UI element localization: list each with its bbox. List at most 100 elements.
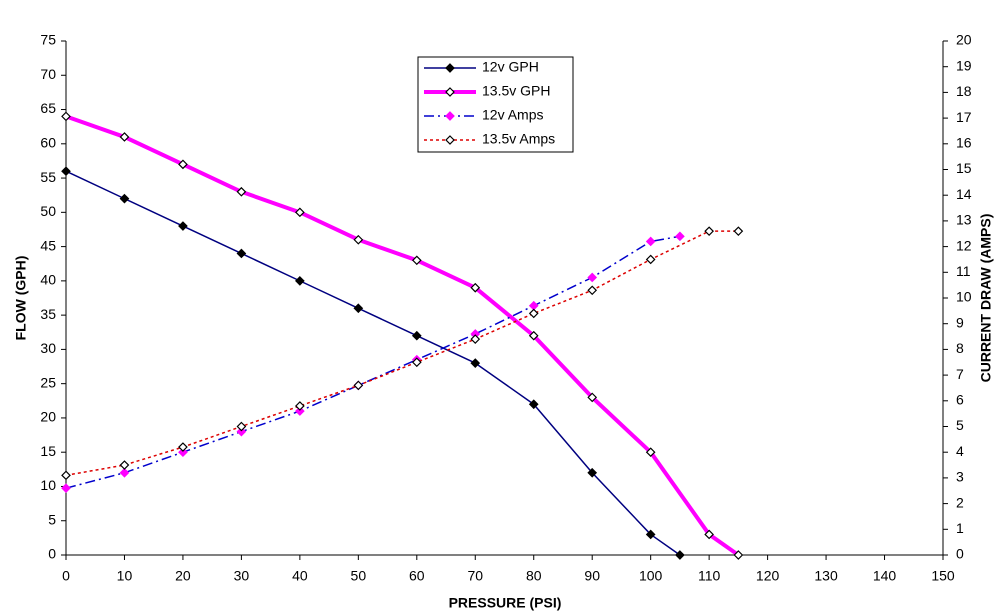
x-tick-label: 0 bbox=[62, 568, 70, 584]
x-tick-label: 40 bbox=[292, 568, 308, 584]
y2-tick-label: 5 bbox=[956, 417, 964, 433]
legend-marker bbox=[445, 135, 455, 145]
y2-tick-label: 3 bbox=[956, 469, 964, 485]
legend-marker bbox=[445, 111, 455, 121]
point bbox=[645, 529, 656, 540]
y2-tick-label: 20 bbox=[956, 32, 972, 48]
y2-tick-label: 7 bbox=[956, 366, 964, 382]
point bbox=[675, 231, 685, 242]
y-tick-label: 60 bbox=[40, 135, 56, 151]
x-tick-label: 10 bbox=[117, 568, 133, 584]
point bbox=[236, 186, 247, 197]
y-tick-label: 70 bbox=[40, 66, 56, 82]
point bbox=[675, 550, 685, 560]
series-line bbox=[65, 235, 681, 489]
legend-label: 12v GPH bbox=[482, 59, 539, 75]
point bbox=[411, 255, 422, 266]
point bbox=[704, 529, 714, 540]
series bbox=[61, 231, 685, 494]
x-tick-label: 30 bbox=[234, 568, 250, 584]
point bbox=[119, 132, 130, 142]
point bbox=[353, 303, 364, 314]
y2-tick-label: 9 bbox=[956, 314, 964, 330]
point bbox=[295, 401, 305, 411]
y-tick-label: 55 bbox=[40, 169, 56, 185]
y-tick-label: 65 bbox=[40, 100, 56, 116]
x-tick-label: 140 bbox=[873, 568, 897, 584]
y-axis-label: FLOW (GPH) bbox=[13, 256, 29, 341]
point bbox=[295, 276, 305, 286]
point bbox=[119, 460, 130, 470]
y2-tick-label: 8 bbox=[956, 340, 964, 356]
point bbox=[528, 300, 539, 311]
point bbox=[119, 193, 130, 204]
series-line bbox=[65, 114, 740, 557]
series-line bbox=[65, 170, 681, 556]
point bbox=[645, 236, 656, 247]
y-tick-label: 45 bbox=[40, 237, 56, 253]
y-tick-label: 15 bbox=[40, 443, 56, 459]
point bbox=[295, 406, 305, 416]
point bbox=[178, 221, 188, 231]
x-tick-label: 90 bbox=[584, 568, 600, 584]
point bbox=[178, 442, 188, 452]
point bbox=[236, 248, 247, 259]
point bbox=[61, 470, 71, 481]
y2-tick-label: 6 bbox=[956, 392, 964, 408]
y-tick-label: 5 bbox=[48, 511, 56, 527]
y-tick-label: 40 bbox=[40, 272, 56, 288]
legend-label: 13.5v Amps bbox=[482, 131, 555, 147]
y2-tick-label: 18 bbox=[956, 83, 972, 99]
point bbox=[528, 330, 539, 341]
x-tick-label: 60 bbox=[409, 568, 425, 584]
point bbox=[470, 358, 481, 368]
point bbox=[61, 166, 71, 177]
y-tick-label: 35 bbox=[40, 306, 56, 322]
point bbox=[587, 392, 598, 403]
x-tick-label: 50 bbox=[351, 568, 367, 584]
y2-tick-label: 0 bbox=[956, 546, 964, 562]
series bbox=[61, 166, 685, 560]
point bbox=[528, 308, 539, 319]
y2-tick-label: 2 bbox=[956, 494, 964, 510]
point bbox=[528, 399, 539, 410]
point bbox=[353, 380, 364, 391]
x-tick-label: 150 bbox=[931, 568, 955, 584]
legend-label: 12v Amps bbox=[482, 107, 543, 123]
point bbox=[178, 447, 188, 458]
point bbox=[733, 226, 744, 237]
y2-tick-label: 10 bbox=[956, 289, 972, 305]
point bbox=[295, 207, 305, 218]
x-tick-label: 80 bbox=[526, 568, 542, 584]
y-tick-label: 50 bbox=[40, 203, 56, 219]
y2-tick-label: 17 bbox=[956, 109, 972, 125]
series bbox=[61, 111, 744, 560]
y2-tick-label: 11 bbox=[956, 263, 971, 279]
y2-tick-label: 13 bbox=[956, 212, 972, 228]
point bbox=[236, 426, 247, 437]
point bbox=[470, 282, 481, 293]
y2-tick-label: 1 bbox=[956, 520, 964, 536]
point bbox=[353, 234, 364, 245]
point bbox=[178, 159, 188, 170]
y-tick-label: 75 bbox=[40, 32, 56, 48]
point bbox=[587, 272, 598, 283]
legend-label: 13.5v GPH bbox=[482, 83, 550, 99]
x-tick-label: 110 bbox=[698, 568, 721, 584]
x-tick-label: 120 bbox=[756, 568, 780, 584]
point bbox=[645, 447, 656, 458]
point bbox=[587, 467, 598, 478]
point bbox=[587, 285, 598, 296]
y-tick-label: 10 bbox=[40, 477, 56, 493]
x-tick-label: 20 bbox=[175, 568, 191, 584]
y-tick-label: 25 bbox=[40, 374, 56, 390]
series bbox=[61, 226, 744, 481]
x-tick-label: 100 bbox=[639, 568, 663, 584]
x-axis-label: PRESSURE (PSI) bbox=[449, 595, 562, 611]
y2-tick-label: 12 bbox=[956, 237, 972, 253]
y2-axis-label: CURRENT DRAW (AMPS) bbox=[978, 214, 994, 383]
point bbox=[704, 226, 714, 237]
y2-tick-label: 19 bbox=[956, 57, 972, 73]
y-tick-label: 0 bbox=[48, 546, 56, 562]
